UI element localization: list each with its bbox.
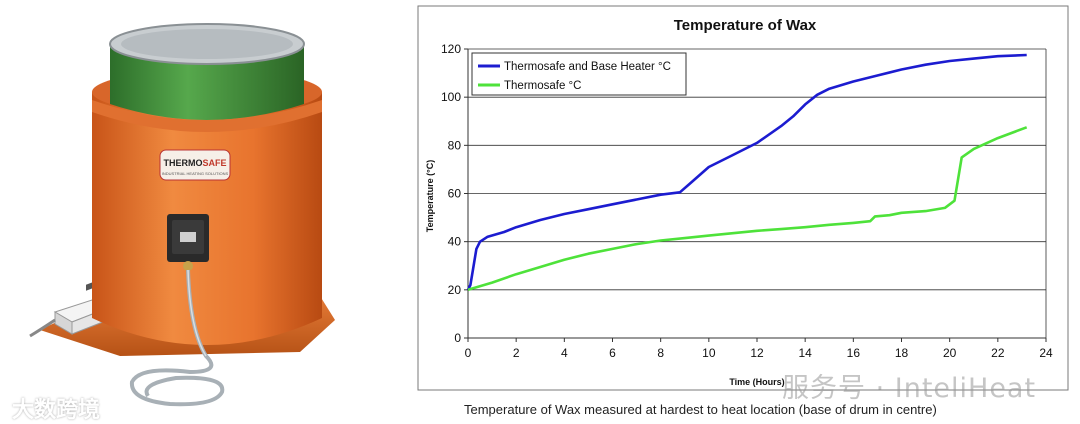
thermosafe-logo: THERMOSAFE INDUSTRIAL HEATING SOLUTIONS — [159, 149, 231, 181]
x-tick-label: 16 — [847, 346, 861, 360]
watermark-right: 服务号 · InteliHeat — [782, 373, 1037, 404]
x-tick-label: 14 — [798, 346, 812, 360]
x-tick-label: 12 — [750, 346, 764, 360]
product-photo: THERMOSAFE INDUSTRIAL HEATING SOLUTIONS — [0, 0, 410, 424]
svg-text:THERMOSAFE: THERMOSAFE — [163, 158, 226, 168]
legend-label-1: Thermosafe and Base Heater °C — [504, 61, 671, 73]
x-tick-label: 0 — [465, 346, 472, 360]
x-tick-label: 2 — [513, 346, 520, 360]
series-lines — [466, 53, 1028, 292]
x-tick-label: 18 — [895, 346, 909, 360]
watermark-left: 大数跨境 — [12, 398, 101, 423]
y-tick-label: 120 — [441, 42, 461, 56]
chart-caption: Temperature of Wax measured at hardest t… — [464, 402, 937, 417]
y-tick-label: 60 — [448, 187, 462, 201]
y-tick-label: 20 — [448, 283, 462, 297]
power-cable — [129, 269, 225, 407]
x-tick-label: 4 — [561, 346, 568, 360]
axes — [464, 48, 1047, 342]
gridlines — [468, 48, 1046, 291]
y-tick-label: 40 — [448, 235, 462, 249]
legend-label-2: Thermosafe °C — [504, 80, 581, 92]
legend: Thermosafe and Base Heater °C Thermosafe … — [471, 52, 687, 96]
y-tick-label: 100 — [441, 90, 461, 104]
y-tick-label: 0 — [454, 331, 461, 345]
x-tick-label: 10 — [702, 346, 716, 360]
series-line-2 — [467, 126, 1028, 292]
x-tick-label: 22 — [991, 346, 1005, 360]
y-axis-label: Temperature (°C) — [425, 160, 435, 232]
x-axis-label: Time (Hours) — [729, 377, 784, 387]
x-tick-label: 24 — [1039, 346, 1053, 360]
x-tick-label: 6 — [609, 346, 616, 360]
y-tick-label: 80 — [448, 138, 462, 152]
junction-box-icon — [167, 214, 209, 271]
chart-title: Temperature of Wax — [674, 17, 817, 34]
x-tick-label: 20 — [943, 346, 957, 360]
x-tick-label: 8 — [657, 346, 664, 360]
drum — [110, 44, 304, 120]
series-line-1 — [466, 53, 1027, 291]
svg-text:INDUSTRIAL HEATING SOLUTIONS: INDUSTRIAL HEATING SOLUTIONS — [162, 171, 229, 176]
